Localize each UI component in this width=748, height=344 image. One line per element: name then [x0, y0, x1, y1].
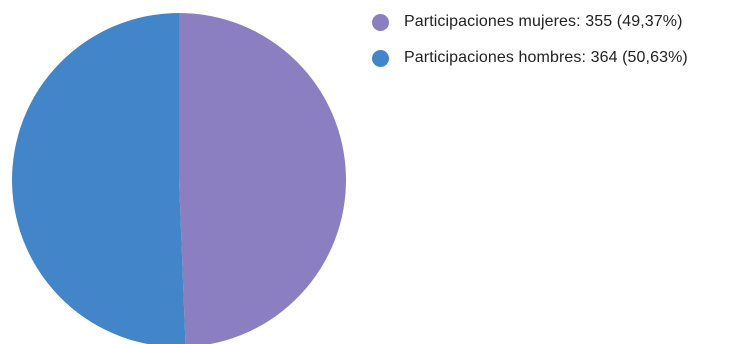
- legend-swatch-mujeres-icon: [372, 13, 389, 31]
- pie-chart: [12, 13, 346, 344]
- chart-legend: Participaciones mujeres: 355 (49,37%) Pa…: [372, 12, 688, 84]
- pie-slice-mujeres: [179, 13, 346, 344]
- legend-item-hombres: Participaciones hombres: 364 (50,63%): [372, 48, 688, 68]
- legend-item-mujeres: Participaciones mujeres: 355 (49,37%): [372, 12, 688, 32]
- legend-swatch-hombres-icon: [372, 49, 389, 67]
- legend-label-mujeres: Participaciones mujeres: 355 (49,37%): [404, 13, 683, 30]
- pie-slice-hombres: [12, 13, 186, 344]
- legend-label-hombres: Participaciones hombres: 364 (50,63%): [404, 49, 688, 66]
